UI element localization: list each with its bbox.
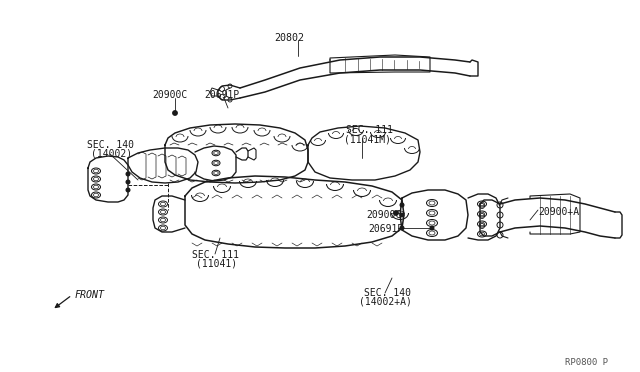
Text: FRONT: FRONT [75,290,105,300]
Circle shape [126,172,130,176]
Text: SEC. 140: SEC. 140 [364,288,411,298]
Text: SEC. 140: SEC. 140 [87,140,134,150]
Circle shape [173,111,177,115]
Text: RP0800 P: RP0800 P [565,358,608,367]
Text: 20691P: 20691P [204,90,239,100]
Text: (11041M): (11041M) [344,134,391,144]
Circle shape [126,188,130,192]
Circle shape [400,203,404,207]
Circle shape [430,226,434,230]
Circle shape [394,211,398,215]
Circle shape [400,213,404,217]
Text: 20900C: 20900C [366,210,401,220]
Text: (11041): (11041) [196,259,237,269]
Text: SEC. 111: SEC. 111 [192,250,239,260]
Text: 20802: 20802 [274,33,304,43]
Text: 20900+A: 20900+A [538,207,579,217]
Circle shape [400,226,404,230]
Text: SEC. 111: SEC. 111 [346,125,393,135]
Text: (14002+A): (14002+A) [359,297,412,307]
Text: 20900C: 20900C [152,90,188,100]
Text: (14002): (14002) [91,149,132,159]
Circle shape [126,180,130,184]
Text: 20691P: 20691P [368,224,403,234]
